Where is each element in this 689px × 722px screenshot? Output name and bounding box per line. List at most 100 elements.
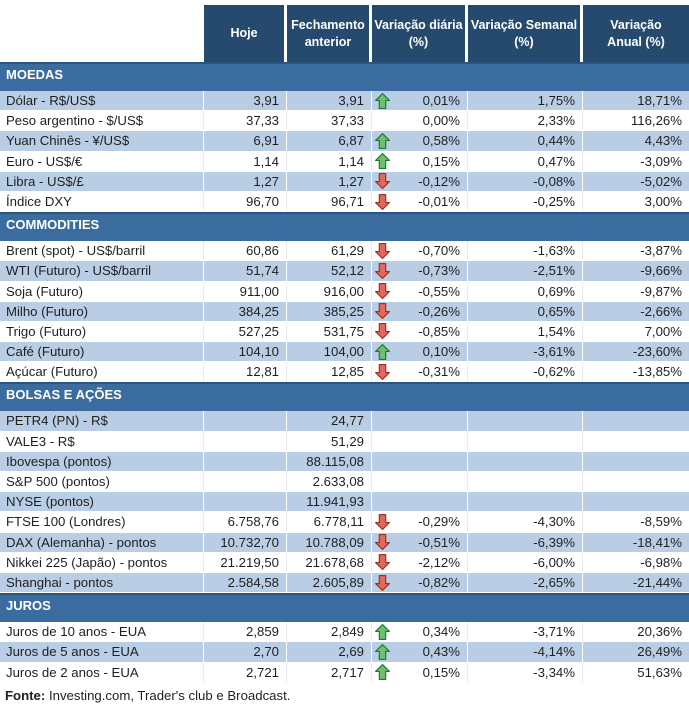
cell-variacao-diaria: 0,15%: [372, 151, 468, 172]
cell-hoje: 2,859: [204, 622, 287, 643]
cell-variacao-diaria: -0,26%: [372, 301, 468, 322]
row-label: Açúcar (Futuro): [0, 362, 204, 383]
cell-variacao-diaria: -0,85%: [372, 321, 468, 343]
cell-hoje: [204, 431, 287, 452]
cell-variacao-semanal: -3,61%: [468, 342, 583, 363]
cell-hoje: [204, 472, 287, 493]
cell-hoje: 2,721: [204, 662, 287, 683]
row-label: Trigo (Futuro): [0, 321, 204, 343]
cell-variacao-semanal: [468, 492, 583, 513]
cell-variacao-anual: -8,59%: [583, 512, 689, 533]
cell-hoje: 37,33: [204, 111, 287, 132]
cell-fechamento-anterior: 51,29: [287, 431, 372, 452]
cell-variacao-semanal: [468, 472, 583, 493]
cell-fechamento-anterior: 11.941,93: [287, 492, 372, 513]
row-label: VALE3 - R$: [0, 431, 204, 452]
variacao-diaria-value: -0,01%: [418, 193, 460, 209]
table-row: Peso argentino - $/US$ 37,33 37,33 0,00% 2,3…: [0, 111, 689, 132]
cell-variacao-diaria: 0,00%: [372, 111, 468, 132]
cell-variacao-anual: -21,44%: [583, 573, 689, 594]
cell-variacao-diaria: 0,10%: [372, 342, 468, 363]
cell-fechamento-anterior: 1,14: [287, 151, 372, 172]
arrow-down-icon: [374, 242, 391, 260]
table-row: DAX (Alemanha) - pontos 10.732,70 10.788,0…: [0, 532, 689, 553]
cell-variacao-semanal: -3,34%: [468, 662, 583, 683]
cell-variacao-semanal: 1,75%: [468, 91, 583, 112]
cell-variacao-semanal: -4,30%: [468, 512, 583, 533]
table-row: Nikkei 225 (Japão) - pontos 21.219,50 21.6…: [0, 552, 689, 573]
cell-variacao-anual: 26,49%: [583, 642, 689, 663]
cell-variacao-anual: 51,63%: [583, 663, 689, 683]
source-text: Investing.com, Trader's club e Broadcast…: [45, 687, 291, 703]
arrow-up-icon: [374, 132, 391, 150]
arrow-up-icon: [374, 663, 391, 681]
arrow-up-icon: [374, 92, 391, 110]
table-row: Juros de 2 anos - EUA 2,721 2,717 0,15% -3,3…: [0, 662, 689, 683]
cell-variacao-anual: [583, 432, 689, 452]
table-row: Ibovespa (pontos) 88.115,08: [0, 451, 689, 472]
cell-fechamento-anterior: 37,33: [287, 111, 372, 132]
arrow-down-icon: [374, 553, 391, 571]
column-header-col-fechamento-anterior: Fechamento anterior: [287, 5, 372, 62]
variacao-diaria-value: -0,51%: [418, 534, 460, 550]
table-row: Índice DXY 96,70 96,71 -0,01% -0,25% 3,00%: [0, 191, 689, 213]
row-label: Shanghai - pontos: [0, 572, 204, 594]
row-label: FTSE 100 (Londres): [0, 512, 204, 533]
cell-variacao-anual: -9,66%: [583, 261, 689, 282]
variacao-diaria-value: -0,12%: [418, 173, 460, 189]
column-header-col-variacao-diaria: Variação diária (%): [372, 5, 468, 62]
row-label: Juros de 2 anos - EUA: [0, 662, 204, 683]
table-row: Trigo (Futuro) 527,25 531,75 -0,85% 1,54% 7,0…: [0, 321, 689, 343]
cell-variacao-semanal: -4,14%: [468, 642, 583, 663]
cell-variacao-semanal: -2,65%: [468, 572, 583, 594]
table-row: Shanghai - pontos 2.584,58 2.605,89 -0,82% -…: [0, 572, 689, 594]
row-label: Soja (Futuro): [0, 281, 204, 302]
variacao-diaria-value: -0,55%: [418, 283, 460, 299]
cell-hoje: 2.584,58: [204, 572, 287, 594]
cell-variacao-anual: 3,00%: [583, 192, 689, 213]
cell-hoje: 104,10: [204, 342, 287, 363]
cell-hoje: 12,81: [204, 362, 287, 383]
cell-variacao-semanal: -0,25%: [468, 191, 583, 213]
cell-fechamento-anterior: 88.115,08: [287, 451, 372, 472]
variacao-diaria-value: 0,00%: [422, 113, 460, 129]
cell-variacao-semanal: 0,69%: [468, 281, 583, 302]
cell-fechamento-anterior: 104,00: [287, 342, 372, 363]
header-row: Hoje Fechamento anterior Variação diária (…: [204, 5, 689, 62]
row-label: Café (Futuro): [0, 342, 204, 363]
arrow-down-icon: [374, 172, 391, 190]
cell-fechamento-anterior: 2,849: [287, 622, 372, 643]
cell-hoje: 60,86: [204, 241, 287, 262]
cell-variacao-diaria: [372, 492, 468, 513]
cell-fechamento-anterior: 96,71: [287, 191, 372, 213]
cell-variacao-diaria: [372, 431, 468, 452]
cell-hoje: 10.732,70: [204, 532, 287, 553]
cell-variacao-anual: 7,00%: [583, 322, 689, 343]
cell-hoje: 21.219,50: [204, 552, 287, 573]
section-header-moedas: MOEDAS: [0, 62, 689, 91]
cell-variacao-anual: -2,66%: [583, 302, 689, 322]
variacao-diaria-value: -0,82%: [418, 574, 460, 590]
table-row: Café (Futuro) 104,10 104,00 0,10% -3,61% -23,…: [0, 342, 689, 363]
row-label: DAX (Alemanha) - pontos: [0, 532, 204, 553]
financial-report-table: Hoje Fechamento anterior Variação diária (…: [0, 5, 689, 703]
variacao-diaria-value: 0,58%: [422, 133, 460, 149]
cell-variacao-semanal: -3,71%: [468, 622, 583, 643]
arrow-up-icon: [374, 343, 391, 361]
cell-hoje: 384,25: [204, 301, 287, 322]
variacao-diaria-value: 0,10%: [422, 344, 460, 360]
cell-variacao-semanal: -2,51%: [468, 261, 583, 282]
cell-variacao-anual: 18,71%: [583, 91, 689, 112]
variacao-diaria-value: 0,34%: [422, 624, 460, 640]
cell-variacao-diaria: -0,73%: [372, 261, 468, 282]
section-header-commodities: COMMODITIES: [0, 212, 689, 242]
cell-variacao-anual: -6,98%: [583, 553, 689, 573]
cell-variacao-semanal: -6,00%: [468, 552, 583, 573]
cell-variacao-semanal: -1,63%: [468, 241, 583, 262]
section-header-bolsas-e-a-es: BOLSAS E AÇÕES: [0, 382, 689, 412]
table-body: MOEDAS Dólar - R$/US$ 3,91 3,91 0,01% 1,75% 18…: [0, 62, 689, 683]
row-label: Milho (Futuro): [0, 301, 204, 322]
cell-variacao-semanal: [468, 431, 583, 452]
arrow-down-icon: [374, 262, 391, 280]
cell-variacao-semanal: 0,44%: [468, 131, 583, 152]
